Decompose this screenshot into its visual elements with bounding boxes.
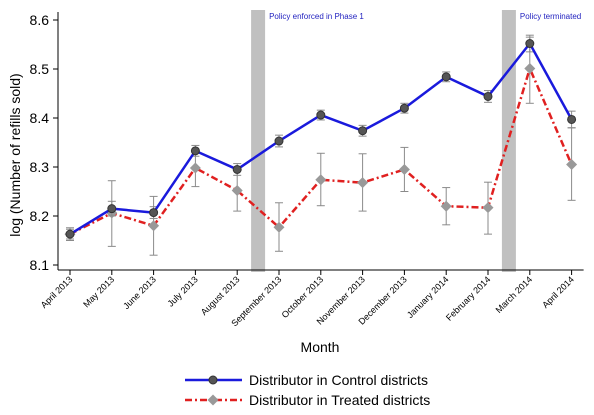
- y-tick-label: 8.3: [30, 159, 50, 175]
- legend-swatch-control-marker: [208, 375, 218, 385]
- data-point: [65, 229, 75, 239]
- series-control: [65, 34, 577, 240]
- y-tick-label: 8.6: [30, 12, 50, 28]
- data-point: [358, 126, 368, 136]
- data-point: [524, 63, 536, 75]
- y-tick-label: 8.5: [30, 61, 50, 77]
- annotation-1: Policy enforced in Phase 1: [269, 12, 364, 21]
- x-axis-title: Month: [301, 339, 340, 355]
- data-point: [107, 204, 117, 214]
- error-bars-control: [66, 34, 576, 240]
- x-tick-label: April 2014: [540, 274, 576, 310]
- shaded-periods: [251, 10, 516, 272]
- data-point: [566, 159, 578, 171]
- data-point: [149, 208, 159, 218]
- legend-item-treated: Distributor in Treated districts: [185, 392, 430, 408]
- data-point: [231, 185, 243, 197]
- data-point: [441, 72, 451, 82]
- series: [64, 34, 578, 256]
- x-tick-label: July 2013: [165, 274, 199, 308]
- data-point: [274, 136, 284, 146]
- legend-label-treated: Distributor in Treated districts: [249, 392, 430, 408]
- y-axis-ticks: 8.1 8.2 8.3 8.4 8.5 8.6: [30, 12, 58, 273]
- annotation-2: Policy terminated: [520, 12, 581, 21]
- shaded-period-1: [251, 10, 266, 272]
- x-tick-label: January 2014: [405, 274, 451, 320]
- data-point: [148, 220, 160, 232]
- series-treated: [64, 36, 578, 256]
- data-point: [316, 110, 326, 120]
- y-axis-title: log (Number of refills sold): [7, 73, 23, 236]
- data-point: [189, 162, 201, 174]
- data-point: [483, 91, 493, 101]
- y-tick-label: 8.2: [30, 208, 50, 224]
- data-point: [232, 164, 242, 174]
- series-line-treated: [69, 67, 573, 236]
- x-tick-label: March 2014: [494, 274, 535, 315]
- x-tick-label: August 2013: [199, 274, 242, 317]
- data-point: [482, 202, 494, 214]
- data-point: [440, 200, 452, 212]
- x-tick-label: April 2013: [39, 274, 75, 310]
- x-tick-label: May 2013: [81, 274, 116, 309]
- data-point: [190, 146, 200, 156]
- data-point: [273, 221, 285, 233]
- data-point: [399, 103, 409, 113]
- x-axis-ticks: April 2013 May 2013 June 2013 July 2013Augu…: [39, 270, 576, 328]
- legend-item-control: Distributor in Control districts: [185, 372, 428, 388]
- x-tick-label: February 2014: [444, 274, 492, 322]
- x-tick-label: October 2013: [280, 274, 326, 320]
- y-tick-label: 8.4: [30, 110, 50, 126]
- data-point: [525, 39, 535, 49]
- y-tick-label: 8.1: [30, 257, 50, 273]
- data-point: [398, 163, 410, 175]
- legend-swatch-treated-marker: [207, 394, 219, 406]
- x-tick-label: June 2013: [121, 274, 158, 311]
- legend: Distributor in Control districts Distrib…: [185, 372, 430, 408]
- data-point: [315, 174, 327, 186]
- data-point: [567, 114, 577, 124]
- annotations: Policy enforced in Phase 1 Policy termina…: [269, 12, 581, 21]
- data-point: [357, 177, 369, 189]
- legend-label-control: Distributor in Control districts: [249, 372, 428, 388]
